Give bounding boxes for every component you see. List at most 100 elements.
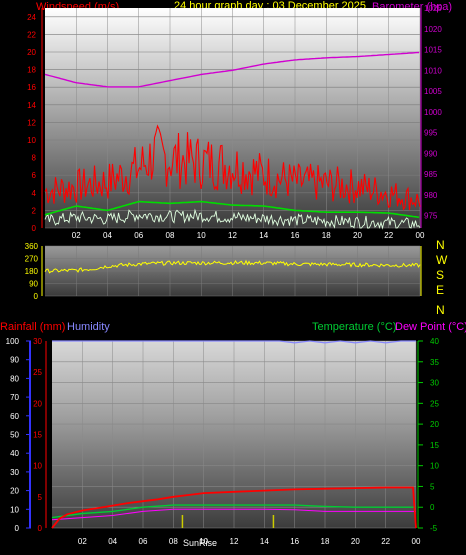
x-tick-label: 10 bbox=[199, 537, 208, 546]
wind-tick-label: 24 bbox=[27, 13, 36, 22]
direction-tick-label: 180 bbox=[25, 267, 39, 276]
temperature-line bbox=[51, 504, 416, 519]
x-tick-label: 04 bbox=[103, 231, 112, 240]
rain-temp-series bbox=[51, 340, 417, 529]
wind-tick-label: 18 bbox=[27, 66, 36, 75]
wind-tick-label: 22 bbox=[27, 30, 36, 39]
axis-labels: 0246810121416182022249759809859909951000… bbox=[6, 4, 443, 546]
wind-tick-label: 0 bbox=[32, 224, 37, 233]
temperature-label: Temperature (°C) bbox=[312, 321, 396, 333]
direction-tick-label: 0 bbox=[34, 292, 39, 301]
windspeed-gust-line bbox=[44, 124, 421, 211]
wind-direction-line bbox=[44, 259, 421, 274]
baro-tick-label: 1010 bbox=[424, 66, 442, 75]
baro-tick-label: 985 bbox=[424, 170, 438, 179]
x-tick-label: 16 bbox=[291, 231, 300, 240]
humidity-tick-label: 30 bbox=[10, 468, 19, 477]
x-tick-label: 10 bbox=[197, 231, 206, 240]
rain-tick-label: 10 bbox=[33, 462, 42, 471]
humidity-tick-label: 80 bbox=[10, 374, 19, 383]
direction-series bbox=[44, 259, 421, 274]
temp-tick-label: -5 bbox=[430, 524, 438, 533]
x-tick-label: 20 bbox=[351, 537, 360, 546]
humidity-tick-label: 100 bbox=[6, 337, 20, 346]
rain-tick-label: 0 bbox=[38, 524, 43, 533]
humidity-label: Humidity bbox=[67, 321, 110, 333]
wind-tick-label: 8 bbox=[32, 154, 37, 163]
baro-tick-label: 1015 bbox=[424, 46, 442, 55]
x-tick-label: 08 bbox=[169, 537, 178, 546]
temp-tick-label: 25 bbox=[430, 399, 439, 408]
temp-tick-label: 40 bbox=[430, 337, 439, 346]
rain-tick-label: 5 bbox=[38, 493, 43, 502]
wind-tick-label: 14 bbox=[27, 101, 36, 110]
x-tick-label: 14 bbox=[259, 231, 268, 240]
wind-tick-label: 2 bbox=[32, 206, 37, 215]
rain-temp-grid bbox=[52, 340, 417, 529]
rain-tick-label: 15 bbox=[33, 431, 42, 440]
wind-tick-label: 20 bbox=[27, 48, 36, 57]
x-tick-label: 00 bbox=[416, 231, 425, 240]
x-tick-label: 00 bbox=[412, 537, 421, 546]
wind-tick-label: 10 bbox=[27, 136, 36, 145]
wind-series bbox=[44, 51, 421, 230]
humidity-tick-label: 10 bbox=[10, 505, 19, 514]
wind-tick-label: 12 bbox=[27, 118, 36, 127]
dewpoint-line bbox=[51, 508, 416, 521]
baro-tick-label: 1025 bbox=[424, 4, 442, 13]
wind-tick-label: 16 bbox=[27, 83, 36, 92]
compass-n-top: N bbox=[436, 238, 445, 252]
temp-tick-label: 15 bbox=[430, 441, 439, 450]
temp-tick-label: 35 bbox=[430, 358, 439, 367]
baro-tick-label: 1000 bbox=[424, 108, 442, 117]
temp-tick-label: 20 bbox=[430, 420, 439, 429]
temp-tick-label: 5 bbox=[430, 482, 435, 491]
barometer-line bbox=[44, 51, 420, 88]
humidity-line bbox=[52, 340, 416, 344]
windspeed-low-line bbox=[44, 208, 421, 230]
baro-tick-label: 980 bbox=[424, 191, 438, 200]
x-tick-label: 22 bbox=[381, 537, 390, 546]
direction-grid bbox=[45, 245, 421, 297]
rain-tick-label: 25 bbox=[33, 368, 42, 377]
rain-tick-label: 20 bbox=[33, 399, 42, 408]
x-tick-label: 14 bbox=[260, 537, 269, 546]
temp-tick-label: 30 bbox=[430, 379, 439, 388]
x-tick-label: 16 bbox=[290, 537, 299, 546]
wind-tick-label: 4 bbox=[32, 189, 37, 198]
humidity-tick-label: 50 bbox=[10, 431, 19, 440]
x-tick-label: 12 bbox=[228, 231, 237, 240]
x-tick-label: 04 bbox=[108, 537, 117, 546]
x-tick-label: 02 bbox=[78, 537, 87, 546]
humidity-tick-label: 70 bbox=[10, 393, 19, 402]
baro-tick-label: 1020 bbox=[424, 25, 442, 34]
windspeed-average-line bbox=[44, 200, 420, 219]
x-tick-label: 06 bbox=[139, 537, 148, 546]
humidity-tick-label: 20 bbox=[10, 487, 19, 496]
humidity-tick-label: 0 bbox=[15, 524, 20, 533]
baro-tick-label: 1005 bbox=[424, 87, 442, 96]
x-tick-label: 12 bbox=[230, 537, 239, 546]
wind-tick-label: 6 bbox=[32, 171, 37, 180]
x-tick-label: 18 bbox=[321, 537, 330, 546]
x-tick-label: 06 bbox=[134, 231, 143, 240]
compass-w: W bbox=[436, 253, 448, 267]
rainfall-label: Rainfall (mm) bbox=[0, 321, 65, 333]
x-tick-label: 18 bbox=[322, 231, 331, 240]
x-tick-label: 08 bbox=[166, 231, 175, 240]
humidity-tick-label: 60 bbox=[10, 412, 19, 421]
x-tick-label: 20 bbox=[353, 231, 362, 240]
compass-e: E bbox=[436, 283, 444, 297]
humidity-tick-label: 90 bbox=[10, 356, 19, 365]
compass-n-bottom: N bbox=[436, 303, 445, 317]
x-tick-label: 22 bbox=[384, 231, 393, 240]
baro-tick-label: 975 bbox=[424, 212, 438, 221]
baro-tick-label: 990 bbox=[424, 149, 438, 158]
temp-tick-label: 0 bbox=[430, 503, 435, 512]
humidity-tick-label: 40 bbox=[10, 449, 19, 458]
compass-s: S bbox=[436, 268, 444, 282]
direction-tick-label: 90 bbox=[29, 280, 38, 289]
direction-tick-label: 360 bbox=[25, 242, 39, 251]
sunrise-label: SunRise bbox=[183, 538, 217, 548]
